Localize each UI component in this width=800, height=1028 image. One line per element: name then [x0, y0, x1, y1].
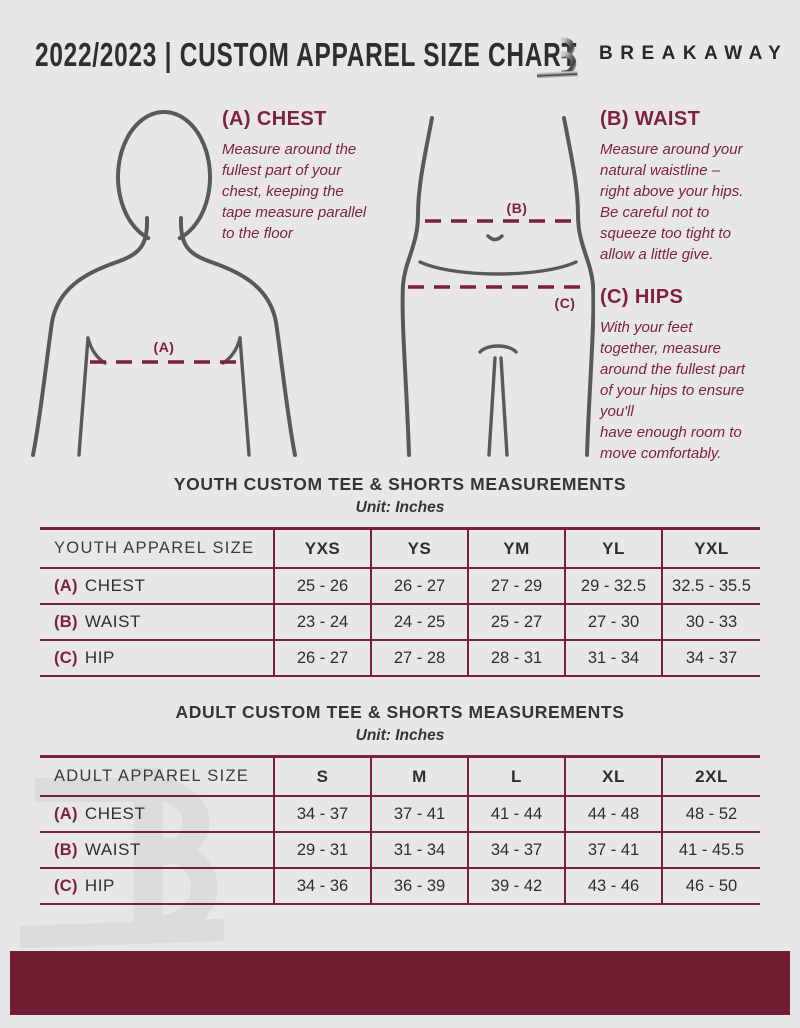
measure-value-cell: 29 - 32.5	[566, 569, 663, 603]
chest-guide-heading: (A) CHEST	[222, 108, 327, 130]
youth-size-table: YOUTH APPAREL SIZE YXS YS YM YL YXL (A) CHEST 25…	[40, 527, 760, 677]
table-row: (B) WAIST 23 - 24 24 - 25 25 - 27 27 - 30 30 -…	[40, 605, 760, 641]
measure-value-cell: 24 - 25	[372, 605, 469, 639]
measure-value-cell: 48 - 52	[685, 804, 738, 823]
table-row: (C) HIP 34 - 36 36 - 39 39 - 42 43 - 46 46 - 5…	[40, 869, 760, 905]
size-header: XL	[566, 758, 663, 795]
hips-marker-label: (C)	[555, 295, 576, 311]
size-header: L	[469, 758, 566, 795]
measure-value-cell: 37 - 41	[566, 833, 663, 867]
measure-label-cell: (B) WAIST	[40, 833, 275, 867]
measure-value-cell: 25 - 27	[469, 605, 566, 639]
measure-letter: (A)	[54, 804, 78, 823]
size-header: YXL	[694, 538, 729, 558]
adult-table-unit: Unit: Inches	[355, 727, 445, 744]
waist-guide-heading: (B) WAIST	[600, 108, 701, 130]
upper-body-figure: (A)	[31, 110, 297, 457]
measure-name: WAIST	[84, 612, 142, 631]
footer-bar	[10, 951, 790, 1015]
table-row: (A) CHEST 34 - 37 37 - 41 41 - 44 44 - 48 48 -…	[40, 797, 760, 833]
measure-letter: (B)	[54, 612, 78, 631]
measure-label-cell: (C) HIP	[40, 869, 275, 903]
hips-guide-text: With your feet together, measure around …	[600, 319, 746, 462]
adult-table-title: ADULT CUSTOM TEE & SHORTS MEASUREMENTS	[175, 702, 625, 722]
brand-lockup: BREAKAWAY	[537, 28, 788, 80]
page-title: 2022/2023 | CUSTOM APPAREL SIZE CHART	[35, 36, 578, 73]
measure-name: HIP	[84, 876, 115, 895]
measure-value-cell: 28 - 31	[469, 641, 566, 675]
measure-value-cell: 37 - 41	[372, 797, 469, 831]
measure-value-cell: 27 - 30	[566, 605, 663, 639]
measure-value-cell: 43 - 46	[566, 869, 663, 903]
measure-value-cell: 26 - 27	[275, 641, 372, 675]
measure-value-cell: 34 - 36	[275, 869, 372, 903]
size-header: YM	[469, 530, 566, 567]
size-header: M	[372, 758, 469, 795]
hips-guide-heading: (C) HIPS	[600, 286, 684, 308]
size-header: 2XL	[695, 766, 728, 786]
brand-name: BREAKAWAY	[599, 43, 789, 64]
breakaway-watermark-icon	[20, 767, 225, 949]
measure-letter: (C)	[54, 876, 78, 895]
measure-value-cell: 46 - 50	[685, 876, 738, 895]
measure-value-cell: 23 - 24	[275, 605, 372, 639]
lower-body-figure: (B) (C)	[400, 116, 595, 457]
breakaway-logo-icon	[537, 34, 578, 79]
measure-label-cell: (A) CHEST	[40, 569, 275, 603]
measure-value-cell: 39 - 42	[469, 869, 566, 903]
measure-name: WAIST	[84, 840, 142, 859]
measure-value-cell: 34 - 37	[275, 797, 372, 831]
youth-table-unit: Unit: Inches	[355, 499, 445, 516]
measure-letter: (B)	[54, 840, 78, 859]
measure-value-cell: 34 - 37	[469, 833, 566, 867]
chest-marker-label: (A)	[154, 339, 175, 355]
measure-value-cell: 31 - 34	[566, 641, 663, 675]
size-header: YS	[372, 530, 469, 567]
measure-value-cell: 41 - 44	[469, 797, 566, 831]
measure-value-cell: 41 - 45.5	[678, 840, 745, 859]
measure-letter: (C)	[54, 648, 78, 667]
chest-guide-text: Measure around the fullest part of your …	[222, 141, 367, 242]
measure-value-cell: 27 - 28	[372, 641, 469, 675]
size-column-header: ADULT APPAREL SIZE	[40, 758, 275, 795]
measure-value-cell: 25 - 26	[275, 569, 372, 603]
waist-guide-text: Measure around your natural waistline – …	[600, 141, 744, 263]
measure-value-cell: 26 - 27	[372, 569, 469, 603]
measure-label-cell: (B) WAIST	[40, 605, 275, 639]
size-column-header: YOUTH APPAREL SIZE	[40, 530, 275, 567]
table-header-row: YOUTH APPAREL SIZE YXS YS YM YL YXL	[40, 530, 760, 569]
measure-label-cell: (A) CHEST	[40, 797, 275, 831]
measure-name: CHEST	[84, 804, 146, 823]
measure-label-cell: (C) HIP	[40, 641, 275, 675]
measure-value-cell: 34 - 37	[685, 648, 738, 667]
waist-marker-label: (B)	[507, 200, 528, 216]
table-row: (C) HIP 26 - 27 27 - 28 28 - 31 31 - 34 34 - 3…	[40, 641, 760, 677]
table-row: (A) CHEST 25 - 26 26 - 27 27 - 29 29 - 32.5 32…	[40, 569, 760, 605]
size-header: YXS	[275, 530, 372, 567]
measure-value-cell: 31 - 34	[372, 833, 469, 867]
measure-value-cell: 32.5 - 35.5	[672, 576, 751, 595]
measure-letter: (A)	[54, 576, 78, 595]
measure-name: CHEST	[84, 576, 146, 595]
size-header: YL	[566, 530, 663, 567]
measure-value-cell: 27 - 29	[469, 569, 566, 603]
table-row: (B) WAIST 29 - 31 31 - 34 34 - 37 37 - 41 41 -…	[40, 833, 760, 869]
measure-name: HIP	[84, 648, 115, 667]
measure-value-cell: 30 - 33	[685, 612, 738, 631]
adult-size-table: ADULT APPAREL SIZE S M L XL 2XL (A) CHEST 34 - 3…	[40, 755, 760, 905]
table-header-row: ADULT APPAREL SIZE S M L XL 2XL	[40, 758, 760, 797]
measure-value-cell: 44 - 48	[566, 797, 663, 831]
size-header: S	[275, 758, 372, 795]
measure-value-cell: 36 - 39	[372, 869, 469, 903]
measure-value-cell: 29 - 31	[275, 833, 372, 867]
youth-table-title: YOUTH CUSTOM TEE & SHORTS MEASUREMENTS	[173, 474, 627, 494]
